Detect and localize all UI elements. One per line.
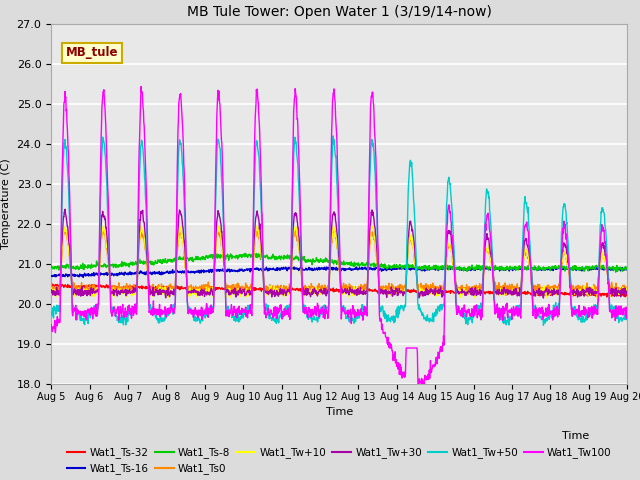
Title: MB Tule Tower: Open Water 1 (3/19/14-now): MB Tule Tower: Open Water 1 (3/19/14-now… <box>187 5 492 19</box>
Legend: Wat1_Ts-32, Wat1_Ts-16, Wat1_Ts-8, Wat1_Ts0, Wat1_Tw+10, Wat1_Tw+30, Wat1_Tw+50,: Wat1_Ts-32, Wat1_Ts-16, Wat1_Ts-8, Wat1_… <box>63 443 616 479</box>
X-axis label: Time: Time <box>326 407 353 417</box>
Text: MB_tule: MB_tule <box>66 47 118 60</box>
Y-axis label: Temperature (C): Temperature (C) <box>1 158 11 250</box>
Text: Time: Time <box>561 431 589 441</box>
